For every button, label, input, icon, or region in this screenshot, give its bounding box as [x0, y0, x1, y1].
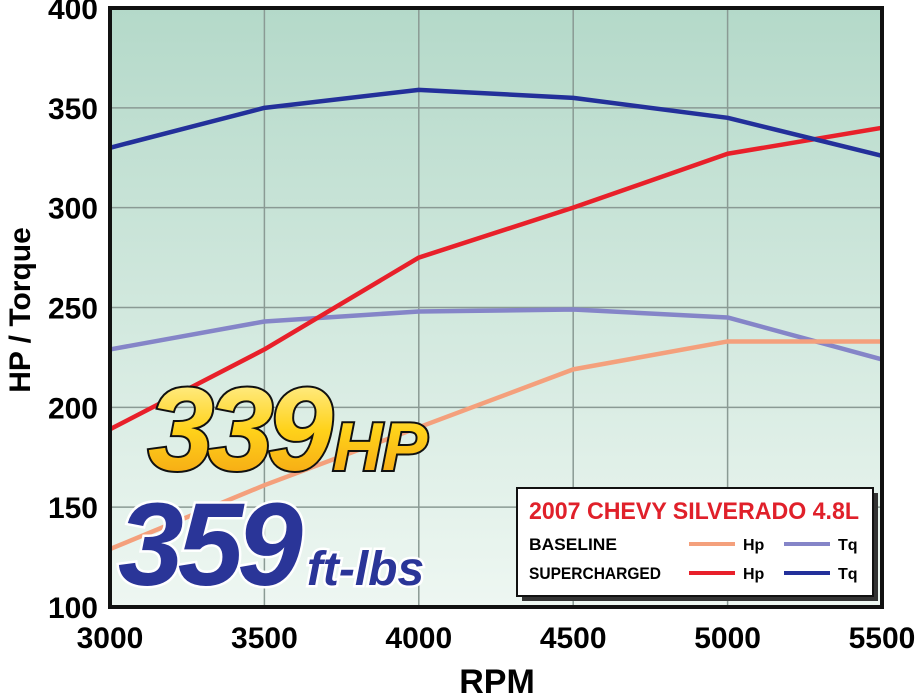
legend-group: BASELINE: [529, 535, 617, 554]
legend-title: 2007 CHEVY SILVERADO 4.8L: [529, 498, 859, 525]
x-tick-label: 5500: [849, 622, 916, 655]
x-tick-label: 4000: [385, 622, 452, 655]
annotation-value: 359: [118, 479, 303, 611]
y-tick-label: 300: [48, 193, 98, 226]
x-tick-label: 5000: [694, 622, 761, 655]
y-tick-label: 100: [48, 592, 98, 625]
y-tick-label: 350: [48, 93, 98, 126]
series-line: [108, 125, 883, 432]
y-tick-label: 400: [48, 0, 98, 26]
series-line: [109, 339, 882, 552]
x-axis-label: RPM: [459, 663, 535, 700]
legend-group: SUPERCHARGED: [529, 564, 661, 583]
x-tick-label: 3000: [77, 622, 144, 655]
y-axis-label: HP / Torque: [4, 227, 37, 393]
legend-label: Tq: [838, 537, 858, 554]
legend-label: Hp: [743, 566, 765, 583]
series-line: [109, 307, 883, 362]
series-line: [109, 87, 883, 158]
legend-label: Hp: [743, 537, 765, 554]
annotation-hp: 339HP: [148, 364, 428, 496]
annotation-unit: HP: [333, 409, 428, 485]
legend-label: Tq: [838, 566, 858, 583]
x-tick-label: 3500: [231, 622, 298, 655]
annotation-torque: 359 ft-lbs: [118, 479, 424, 611]
y-tick-label: 250: [48, 293, 98, 326]
y-tick-label: 200: [48, 392, 98, 425]
annotation-value: 339: [148, 364, 333, 496]
plot-border: [108, 6, 884, 609]
x-tick-label: 4500: [540, 622, 607, 655]
annotation-unit: ft-lbs: [307, 543, 424, 596]
y-tick-label: 150: [48, 492, 98, 525]
